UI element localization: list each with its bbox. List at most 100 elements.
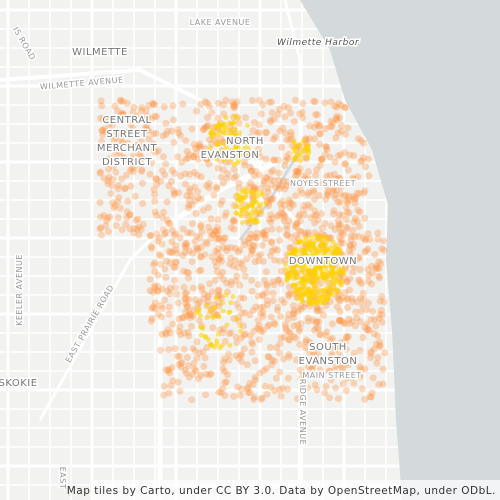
point [244, 137, 250, 143]
point [107, 156, 115, 164]
point [213, 223, 221, 231]
point [246, 234, 254, 242]
point [260, 177, 268, 185]
point [186, 170, 194, 178]
point [250, 327, 258, 335]
point [263, 297, 271, 305]
point [214, 249, 222, 257]
point [268, 361, 276, 369]
point [331, 158, 339, 166]
point [342, 197, 350, 205]
point [361, 214, 369, 222]
point [228, 300, 234, 306]
point [315, 289, 321, 295]
point [152, 113, 160, 121]
point [203, 156, 210, 163]
point [186, 314, 194, 322]
point [217, 345, 223, 351]
point [344, 294, 352, 302]
point [250, 395, 258, 403]
point [254, 189, 260, 195]
point [123, 129, 131, 137]
point [217, 389, 225, 396]
point [151, 267, 159, 275]
point [254, 149, 262, 157]
point [312, 286, 318, 292]
point [194, 246, 202, 254]
point [221, 234, 229, 242]
point [310, 351, 318, 359]
point [275, 176, 283, 184]
point [193, 338, 201, 346]
point [332, 362, 340, 370]
point [260, 367, 268, 375]
point [205, 184, 213, 192]
point [321, 294, 327, 300]
point [223, 292, 229, 298]
point [355, 253, 363, 261]
point [350, 152, 358, 159]
point [238, 151, 244, 157]
point [318, 156, 326, 163]
point [148, 315, 156, 322]
point [196, 306, 202, 312]
point [105, 120, 113, 128]
point [341, 289, 349, 296]
point [295, 295, 300, 301]
point [337, 354, 345, 362]
point [246, 218, 252, 224]
point [178, 314, 186, 322]
point [278, 204, 286, 212]
point [301, 258, 307, 263]
point [151, 282, 159, 290]
point [337, 177, 345, 185]
point [314, 324, 322, 332]
point [293, 168, 301, 175]
point [252, 376, 259, 384]
point [242, 114, 249, 122]
point [367, 348, 375, 356]
point [111, 102, 119, 110]
point [165, 182, 173, 190]
point [343, 334, 351, 342]
point [301, 377, 308, 385]
point [308, 366, 316, 373]
point [356, 266, 364, 274]
point [259, 312, 267, 320]
point [127, 166, 134, 174]
point [370, 345, 378, 353]
point [280, 102, 288, 110]
point [186, 185, 194, 193]
point [146, 287, 154, 295]
point [106, 115, 114, 123]
point [244, 122, 250, 128]
point [281, 185, 289, 193]
point [366, 235, 374, 243]
point [350, 240, 358, 248]
point [186, 187, 194, 195]
point [191, 168, 199, 176]
point [347, 236, 355, 244]
point [279, 210, 287, 218]
point [135, 223, 143, 231]
point [283, 136, 291, 144]
point [111, 151, 119, 159]
point [220, 325, 228, 333]
point [364, 230, 372, 238]
point [182, 369, 190, 377]
point [269, 278, 277, 286]
point [343, 278, 351, 286]
point [117, 153, 125, 161]
point [368, 280, 376, 288]
point [130, 145, 138, 153]
point [251, 198, 257, 204]
point [185, 151, 193, 159]
point [292, 334, 300, 342]
point [341, 103, 348, 111]
point [182, 239, 190, 247]
point [357, 158, 365, 166]
point [341, 269, 347, 275]
point [351, 322, 359, 330]
point [214, 245, 222, 253]
point [180, 283, 188, 291]
